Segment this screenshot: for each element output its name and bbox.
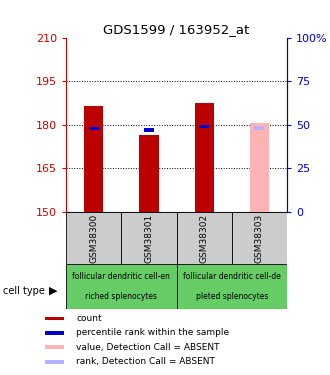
Bar bbox=[199, 125, 209, 129]
Text: riched splenocytes: riched splenocytes bbox=[85, 292, 157, 301]
Text: follicular dendritic cell-de: follicular dendritic cell-de bbox=[183, 273, 281, 282]
Text: value, Detection Call = ABSENT: value, Detection Call = ABSENT bbox=[77, 343, 220, 352]
Text: count: count bbox=[77, 314, 102, 323]
Bar bbox=[89, 127, 99, 130]
Text: percentile rank within the sample: percentile rank within the sample bbox=[77, 328, 230, 338]
Bar bbox=[121, 212, 177, 264]
Bar bbox=[45, 345, 64, 349]
Bar bbox=[66, 264, 177, 309]
Text: cell type: cell type bbox=[3, 286, 45, 296]
Bar bbox=[177, 264, 287, 309]
Bar bbox=[177, 212, 232, 264]
Bar bbox=[232, 212, 287, 264]
Bar bbox=[194, 103, 214, 212]
Bar bbox=[139, 135, 159, 212]
Bar bbox=[45, 331, 64, 335]
Bar bbox=[144, 128, 154, 132]
Text: GSM38300: GSM38300 bbox=[89, 213, 98, 263]
Title: GDS1599 / 163952_at: GDS1599 / 163952_at bbox=[103, 23, 250, 36]
Bar bbox=[250, 123, 269, 212]
Bar bbox=[66, 212, 121, 264]
Bar bbox=[45, 316, 64, 320]
Text: GSM38301: GSM38301 bbox=[145, 213, 153, 263]
Bar bbox=[45, 360, 64, 364]
Bar bbox=[254, 126, 264, 130]
Text: GSM38303: GSM38303 bbox=[255, 213, 264, 263]
Text: pleted splenocytes: pleted splenocytes bbox=[196, 292, 268, 301]
Text: ▶: ▶ bbox=[49, 286, 58, 296]
Text: rank, Detection Call = ABSENT: rank, Detection Call = ABSENT bbox=[77, 357, 215, 366]
Bar bbox=[84, 106, 103, 212]
Text: GSM38302: GSM38302 bbox=[200, 214, 209, 262]
Text: follicular dendritic cell-en: follicular dendritic cell-en bbox=[72, 273, 170, 282]
